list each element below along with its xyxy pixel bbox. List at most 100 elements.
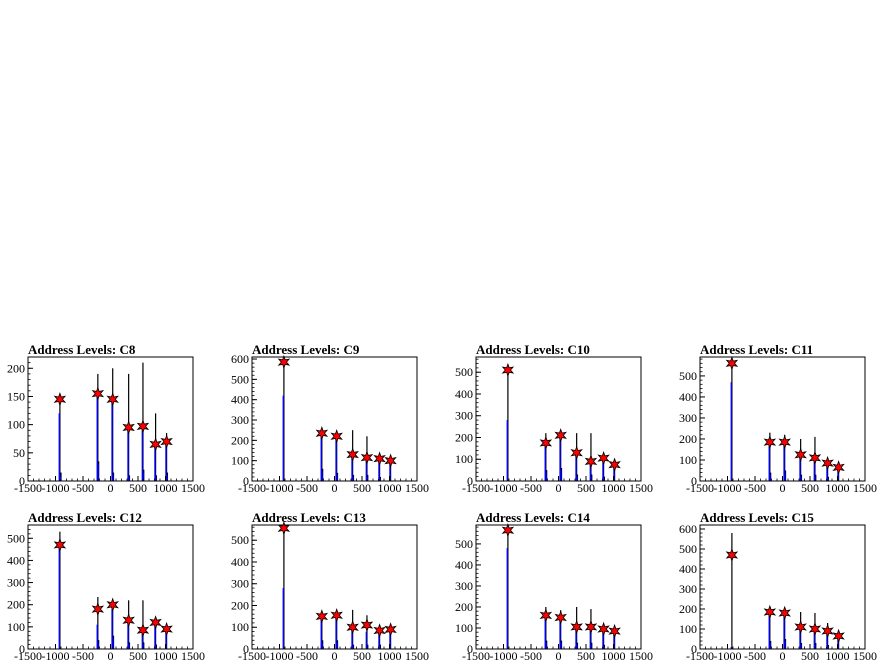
y-tick-label: 200	[7, 598, 25, 612]
peak-marker	[832, 628, 845, 644]
y-tick-label: 300	[231, 413, 249, 427]
y-tick-label: 600	[231, 352, 249, 366]
peak-marker	[608, 457, 621, 472]
peak-marker	[763, 604, 777, 620]
y-tick-label: 200	[231, 433, 249, 447]
y-tick-label: 300	[455, 409, 473, 423]
x-tick-label: 1000	[378, 481, 402, 495]
chart-panel-2: Address Levels: C10 0 100 200 300 400 500 -1500…	[455, 342, 653, 495]
x-tick-label: -500	[72, 481, 94, 495]
peak-marker	[160, 621, 173, 637]
y-tick-label: 400	[7, 553, 25, 567]
peak-marker	[597, 450, 610, 466]
y-tick-label: 400	[231, 393, 249, 407]
chart-title: Address Levels: C15	[700, 510, 814, 525]
y-tick-label: 300	[7, 576, 25, 590]
chart-panel-4: Address Levels: C12 0 100 200 300 400 500 -1500…	[7, 510, 205, 663]
peak-marker	[91, 386, 105, 401]
x-tick-label: -1500	[238, 481, 266, 495]
peak-marker	[778, 434, 791, 450]
x-tick-label: 1000	[826, 481, 850, 495]
y-tick-label: 100	[7, 620, 25, 634]
peak-marker	[373, 623, 386, 638]
peak-marker	[122, 420, 135, 435]
x-tick-label: 1500	[629, 481, 653, 495]
x-tick-label: 500	[577, 649, 595, 663]
y-tick-label: 300	[455, 579, 473, 593]
x-tick-label: 1500	[629, 649, 653, 663]
y-tick-label: 500	[7, 531, 25, 545]
y-tick-label: 50	[13, 446, 25, 460]
peak-marker	[277, 521, 291, 536]
y-tick-label: 500	[231, 372, 249, 386]
plot-frame	[699, 524, 866, 650]
x-tick-label: -500	[72, 649, 94, 663]
peak-marker	[554, 610, 567, 625]
x-tick-label: 500	[577, 481, 595, 495]
x-tick-label: -1000	[490, 649, 518, 663]
y-tick-label: 0	[467, 642, 473, 656]
peak-marker	[330, 608, 343, 623]
x-tick-label: 500	[801, 481, 819, 495]
y-tick-label: 500	[231, 533, 249, 547]
x-tick-label: 1500	[853, 649, 877, 663]
y-tick-label: 100	[7, 418, 25, 432]
peak-marker	[725, 547, 739, 563]
peak-marker	[763, 434, 777, 450]
peak-marker	[330, 429, 343, 444]
x-tick-label: -1000	[714, 481, 742, 495]
peak-marker	[53, 392, 67, 407]
x-tick-label: 1500	[181, 649, 205, 663]
x-tick-label: 0	[780, 481, 786, 495]
x-tick-label: -1000	[266, 649, 294, 663]
peak-marker	[384, 453, 397, 468]
y-tick-label: 300	[679, 411, 697, 425]
x-tick-label: -500	[520, 481, 542, 495]
x-tick-label: -1000	[42, 481, 70, 495]
y-tick-label: 0	[243, 642, 249, 656]
peak-marker	[554, 428, 567, 443]
peak-marker	[384, 622, 397, 637]
peak-marker	[346, 620, 359, 635]
peak-marker	[106, 597, 119, 612]
chart-title: Address Levels: C8	[28, 342, 136, 357]
y-tick-label: 500	[455, 365, 473, 379]
peak-marker	[315, 609, 329, 624]
y-tick-label: 300	[679, 582, 697, 596]
y-tick-label: 100	[679, 453, 697, 467]
peak-marker	[570, 619, 583, 635]
peak-marker	[136, 419, 150, 434]
peak-marker	[160, 434, 173, 449]
peak-marker	[539, 435, 553, 451]
y-tick-label: 200	[679, 602, 697, 616]
peak-marker	[539, 608, 553, 623]
x-tick-label: 1500	[405, 481, 429, 495]
x-tick-label: 1000	[154, 481, 178, 495]
y-tick-label: 0	[19, 642, 25, 656]
y-tick-label: 500	[455, 537, 473, 551]
y-tick-label: 100	[679, 622, 697, 636]
y-tick-label: 100	[455, 621, 473, 635]
chart-panel-5: Address Levels: C13 0 100 200 300 400 500 -1500…	[231, 510, 429, 663]
x-tick-label: -1500	[686, 481, 714, 495]
x-tick-label: 500	[801, 649, 819, 663]
peak-marker	[725, 356, 739, 371]
y-tick-label: 400	[679, 390, 697, 404]
peak-marker	[360, 617, 374, 633]
peak-marker	[808, 450, 822, 466]
y-tick-label: 0	[691, 474, 697, 488]
peak-marker	[584, 454, 598, 469]
peak-marker	[106, 392, 119, 407]
y-tick-label: 0	[691, 642, 697, 656]
x-tick-label: -1500	[238, 649, 266, 663]
x-tick-label: 500	[129, 649, 147, 663]
x-tick-label: 1000	[602, 481, 626, 495]
y-tick-label: 100	[231, 620, 249, 634]
x-tick-label: 1000	[378, 649, 402, 663]
chart-panel-0: Address Levels: C8 0 50 100 150 200 -1500 -1000…	[7, 342, 205, 495]
y-tick-label: 500	[679, 542, 697, 556]
peak-marker	[794, 447, 807, 462]
x-tick-label: 1000	[602, 649, 626, 663]
x-tick-label: 500	[353, 649, 371, 663]
